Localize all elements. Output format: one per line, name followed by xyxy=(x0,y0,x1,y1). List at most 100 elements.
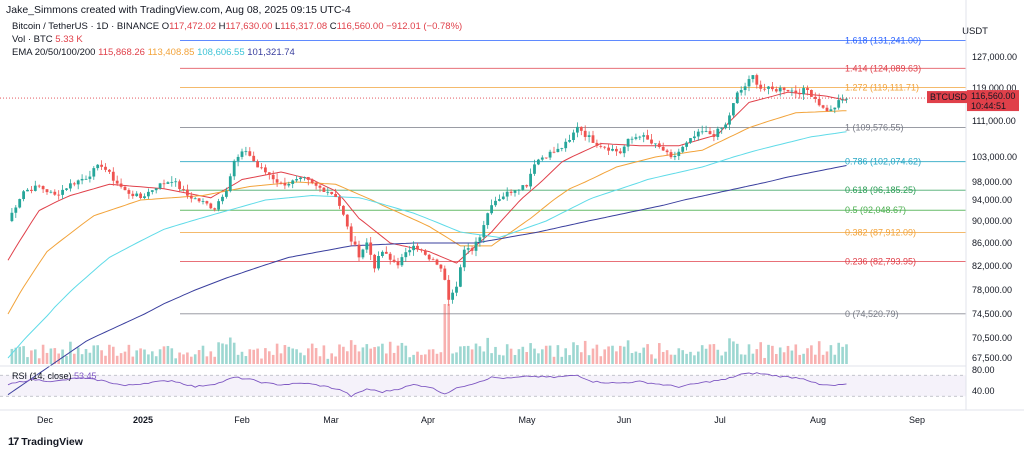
candle-body-211 xyxy=(829,109,833,112)
volume-bar-19 xyxy=(80,354,84,364)
volume-bar-54 xyxy=(217,342,220,364)
rsi-tick-1: 40.00 xyxy=(972,386,995,396)
volume-bar-63 xyxy=(252,349,255,364)
candle-body-187 xyxy=(735,92,739,104)
candle-body-12 xyxy=(53,191,57,195)
chart-credit: Jake_Simmons created with TradingView.co… xyxy=(6,4,351,16)
volume-bars xyxy=(10,304,848,364)
ema-label[interactable]: EMA 20/50/100/200 xyxy=(12,47,96,58)
volume-bar-28 xyxy=(115,355,119,364)
volume-bar-95 xyxy=(377,346,380,364)
fib-label-4: 0.786 (102,074.62) xyxy=(845,157,921,167)
price-tick-2: 111,000.00 xyxy=(972,116,1016,126)
chart-legend: Bitcoin / TetherUS · 1D · BINANCE O117,4… xyxy=(12,20,462,59)
candle-body-103 xyxy=(408,250,412,253)
candle-body-145 xyxy=(572,132,575,141)
candle-body-127 xyxy=(501,196,505,200)
volume-bar-21 xyxy=(88,352,92,364)
volume-bar-184 xyxy=(724,351,727,364)
volume-bar-96 xyxy=(381,343,384,364)
volume-row[interactable]: Vol · BTC 5.33 K xyxy=(12,33,462,46)
volume-label[interactable]: Vol · BTC xyxy=(12,34,53,45)
candle-body-147 xyxy=(579,126,583,131)
volume-bar-39 xyxy=(158,349,162,364)
volume-bar-139 xyxy=(548,345,552,364)
candle-body-105 xyxy=(416,245,419,250)
candle-body-195 xyxy=(767,86,770,89)
volume-bar-133 xyxy=(525,351,528,364)
volume-bar-130 xyxy=(513,354,517,364)
candle-body-179 xyxy=(704,131,708,132)
candle-body-183 xyxy=(720,128,724,129)
volume-bar-109 xyxy=(431,349,435,364)
candle-body-36 xyxy=(147,191,150,197)
candle-body-33 xyxy=(135,193,139,197)
ema-line-1 xyxy=(7,110,847,315)
candle-body-32 xyxy=(131,193,135,197)
volume-bar-30 xyxy=(123,351,127,364)
candle-body-60 xyxy=(240,151,244,157)
candle-body-40 xyxy=(162,183,166,185)
candle-body-81 xyxy=(322,187,326,192)
symbol-row[interactable]: Bitcoin / TetherUS · 1D · BINANCE O117,4… xyxy=(12,20,462,33)
volume-bar-55 xyxy=(221,343,224,364)
candle-body-142 xyxy=(560,148,564,149)
symbol-tag-box xyxy=(927,91,967,104)
volume-bar-129 xyxy=(509,348,513,364)
volume-bar-59 xyxy=(236,354,240,364)
volume-bar-136 xyxy=(537,353,540,364)
candle-body-205 xyxy=(806,88,809,90)
candle-body-141 xyxy=(556,148,560,153)
price-tick-8: 82,000.00 xyxy=(972,261,1012,271)
volume-bar-126 xyxy=(498,354,501,364)
volume-bar-179 xyxy=(704,348,708,364)
candle-body-138 xyxy=(544,157,548,159)
candle-body-62 xyxy=(248,151,252,156)
volume-bar-167 xyxy=(658,343,661,364)
candle-body-200 xyxy=(786,89,790,92)
time-label-6: Jun xyxy=(617,415,632,425)
volume-bar-106 xyxy=(420,354,423,364)
symbol-name[interactable]: Bitcoin / TetherUS · 1D · BINANCE xyxy=(12,21,160,32)
price-axis: 127,000.00 119,000.00 111,000.00 103,000.00… xyxy=(965,0,1017,410)
volume-bar-148 xyxy=(583,340,587,364)
candle-body-137 xyxy=(540,157,544,160)
ema-row[interactable]: EMA 20/50/100/200 115,868.26 113,408.85 … xyxy=(12,46,462,59)
price-tick-5: 94,000.00 xyxy=(972,195,1012,205)
candle-body-49 xyxy=(197,198,201,202)
candle-body-198 xyxy=(778,87,782,92)
volume-bar-116 xyxy=(459,346,462,364)
fib-label-7: 0.382 (87,912.09) xyxy=(845,227,916,237)
candle-body-212 xyxy=(833,107,837,110)
volume-bar-166 xyxy=(654,358,657,364)
candle-body-190 xyxy=(747,79,751,87)
volume-bar-205 xyxy=(806,348,809,364)
tradingview-brand[interactable]: 17 TradingView xyxy=(8,436,83,448)
ema-20-value: 115,868.26 xyxy=(98,47,145,58)
candle-body-50 xyxy=(201,201,205,202)
candle-body-42 xyxy=(170,181,174,183)
candle-body-84 xyxy=(334,193,337,197)
volume-bar-193 xyxy=(759,342,762,364)
candle-body-117 xyxy=(462,249,466,268)
volume-bar-186 xyxy=(732,341,735,364)
ema-line-2 xyxy=(7,131,847,359)
volume-bar-52 xyxy=(209,351,213,364)
volume-bar-100 xyxy=(396,345,400,364)
volume-bar-36 xyxy=(147,354,150,364)
candle-body-124 xyxy=(490,205,493,214)
volume-bar-47 xyxy=(190,356,193,364)
volume-bar-134 xyxy=(529,343,532,364)
volume-bar-163 xyxy=(642,347,645,364)
candle-body-155 xyxy=(611,148,614,151)
volume-bar-175 xyxy=(689,351,692,364)
volume-bar-53 xyxy=(213,356,216,364)
candle-body-168 xyxy=(661,146,665,151)
ema-200-value: 101,321.74 xyxy=(247,47,295,58)
candle-body-151 xyxy=(595,142,599,146)
candle-body-114 xyxy=(451,292,454,300)
volume-bar-123 xyxy=(486,337,489,364)
candle-body-150 xyxy=(591,135,595,143)
volume-bar-2 xyxy=(14,347,18,364)
